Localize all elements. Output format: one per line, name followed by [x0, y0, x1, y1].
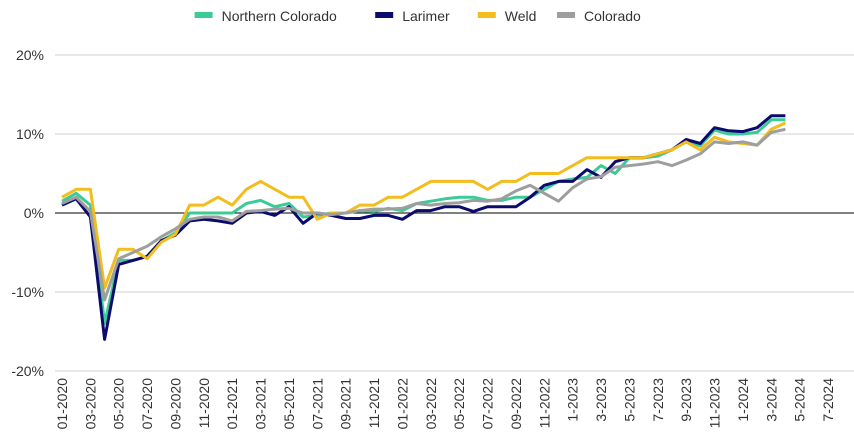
x-tick-label: 05-2021	[281, 378, 297, 430]
y-tick-label: -20%	[11, 363, 44, 379]
x-tick-label: 01-2020	[54, 378, 70, 430]
x-tick-label: 03-2021	[253, 378, 269, 430]
legend-label: Larimer	[402, 8, 450, 24]
x-tick-label: 3-2024	[763, 378, 779, 422]
legend-label: Colorado	[584, 8, 641, 24]
x-tick-label: 03-2020	[82, 378, 98, 430]
series-line	[61, 121, 787, 290]
x-tick-label: 7-2023	[650, 378, 666, 422]
y-tick-label: 10%	[16, 126, 44, 142]
y-tick-label: 0%	[24, 205, 44, 221]
x-tick-label: 11-2021	[366, 378, 382, 429]
x-tick-label: 05-2022	[451, 378, 467, 430]
series-line	[61, 118, 786, 326]
x-tick-label: 09-2022	[508, 378, 524, 430]
x-tick-label: 09-2020	[167, 378, 183, 430]
legend-label: Weld	[505, 8, 537, 24]
x-tick-label: 9-2023	[678, 378, 694, 422]
x-tick-label: 05-2020	[111, 378, 127, 430]
x-tick-label: 11-2023	[707, 378, 723, 429]
x-tick-label: 11-2022	[536, 378, 552, 429]
x-tick-label: 01-2021	[224, 378, 240, 430]
x-tick-label: 01-2022	[394, 378, 410, 430]
y-tick-label: -10%	[11, 284, 44, 300]
x-tick-label: 11-2020	[196, 378, 212, 429]
x-tick-label: 07-2021	[309, 378, 325, 430]
series-line	[61, 114, 786, 341]
legend-label: Northern Colorado	[222, 8, 337, 24]
x-tick-label: 5-2024	[792, 378, 808, 422]
legend-swatch	[375, 12, 394, 18]
x-tick-label: 09-2021	[338, 378, 354, 430]
x-tick-label: 3-2023	[593, 378, 609, 422]
y-tick-label: 20%	[16, 47, 44, 63]
x-tick-label: 07-2020	[139, 378, 155, 430]
x-tick-label: 07-2022	[480, 378, 496, 430]
x-tick-label: 5-2023	[621, 378, 637, 422]
x-tick-label: 1-2024	[735, 378, 751, 422]
series-line	[61, 127, 786, 302]
legend-swatch	[477, 12, 496, 18]
legend-swatch	[194, 12, 213, 18]
x-tick-label: 1-2023	[565, 378, 581, 422]
legend-swatch	[557, 12, 575, 18]
x-tick-label: 03-2022	[423, 378, 439, 430]
x-tick-label: 7-2024	[820, 378, 836, 422]
